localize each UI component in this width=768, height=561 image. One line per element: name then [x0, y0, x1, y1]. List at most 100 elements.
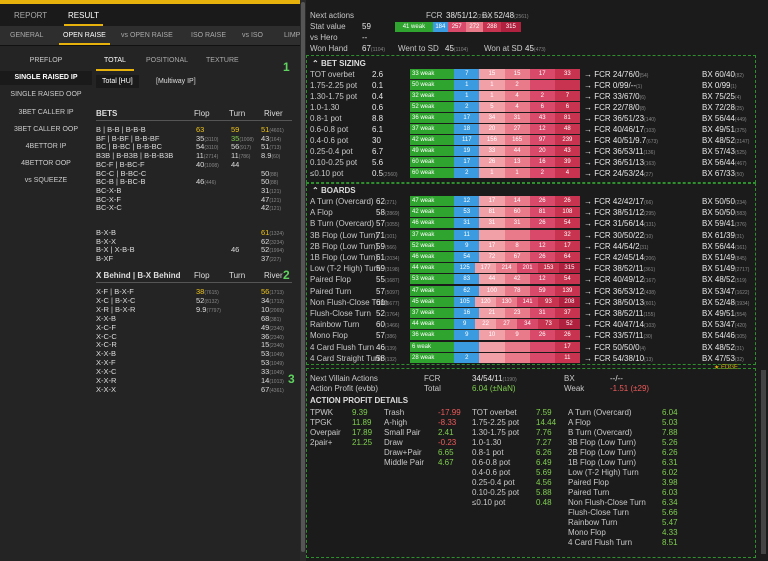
apd-value: 7.59 — [536, 408, 552, 417]
row-label: X-F | B-X-F — [96, 287, 134, 296]
subtab-total[interactable]: TOTAL — [104, 57, 126, 64]
bar-segment: 12 — [454, 196, 480, 206]
nav-4bettor-ip[interactable]: 4BETTOR IP — [25, 143, 67, 150]
fcr-cell: → FCR 38/51/12(295) — [584, 208, 656, 218]
nav-single-raised-oop[interactable]: SINGLE RAISED OOP — [10, 91, 82, 98]
villain-bx-value: --/-- — [610, 374, 623, 383]
river-value: 61(1324) — [261, 228, 284, 237]
bx-cell: BX 72/28(25) — [702, 103, 744, 112]
fcr-cell: → FCR 42/45/14(206) — [584, 253, 656, 262]
apd-label: 1B Flop (Low Turn) — [568, 458, 637, 467]
apd-value: 7.76 — [536, 428, 552, 437]
action-profit-label: Action Profit (evbb) — [310, 384, 379, 393]
villain-total-label: Total — [424, 384, 441, 393]
bar-segment: 105 — [454, 296, 476, 307]
apd-label: 1.0-1.30 — [472, 438, 502, 447]
bx-label: BX — [482, 11, 493, 20]
fcr-count: (103) — [644, 323, 656, 330]
apd-value: 5.66 — [662, 508, 678, 517]
subtab-positional[interactable]: POSITIONAL — [146, 57, 189, 64]
tab-general[interactable]: GENERAL — [10, 32, 44, 39]
nav-single-raised-ip[interactable]: SINGLE RAISED IP — [0, 71, 92, 85]
bets-header: BETS — [96, 109, 118, 118]
river-value: 34(1713) — [261, 295, 284, 305]
bx-cell: BX 48/52(31) — [702, 342, 744, 352]
villain-scrollbar[interactable] — [761, 370, 766, 554]
bar-segment: 7 — [554, 91, 580, 101]
tab-report[interactable]: REPORT — [14, 11, 48, 20]
turn-value: 59 — [231, 125, 240, 134]
hand-strength-bar: 50 weak 1 1 2 — [410, 80, 580, 90]
row-label: 0.8-1 pot — [310, 114, 342, 123]
bar-segment: 272 — [465, 22, 484, 32]
pill-multiway-ip[interactable]: [Multiway IP] — [156, 78, 196, 85]
bar-segment: 67 — [504, 252, 530, 262]
apd-value: 5.26 — [662, 438, 678, 447]
row-value-count: (5677) — [384, 300, 400, 307]
nav-3bet-caller-oop[interactable]: 3BET CALLER OOP — [13, 126, 79, 133]
bar-segment — [479, 341, 505, 352]
row-label: X-X-C — [96, 367, 117, 377]
row-value: 0.6 — [372, 103, 384, 112]
bar-segment: 4 — [504, 91, 530, 101]
nav-4bettor-oop[interactable]: 4BETTOR OOP — [21, 160, 71, 167]
flop-value-count: (2714) — [203, 154, 219, 161]
tab-open-raise[interactable]: OPEN RAISE — [59, 32, 110, 45]
row-label: 3B Flop (Low Turn) — [310, 230, 379, 240]
weak-segment: 50 weak — [410, 80, 455, 90]
bar-segment: 81 — [529, 207, 555, 218]
river-value-count: (1994) — [269, 248, 284, 255]
apd-label: 4 Card Flush Turn — [568, 538, 633, 547]
row-value-count: (5097) — [384, 289, 400, 296]
bar-segment — [529, 80, 555, 90]
pill-total-hu[interactable]: Total [HU] — [96, 75, 139, 88]
bx-cell: BX 57/43(525) — [702, 147, 747, 156]
fcr-cell: → FCR 40/49/12(167) — [584, 275, 656, 285]
hand-strength-bar: 60 weak 17 26 13 16 39 — [410, 157, 580, 167]
bet-sizing-title[interactable]: ⌃ BET SIZING — [312, 59, 366, 68]
tab-limp[interactable]: LIMP — [284, 32, 301, 39]
nav-vs-squeeze[interactable]: vs SQUEEZE — [24, 177, 68, 184]
fcr-count: (1) — [636, 84, 643, 90]
apd-value: 8.51 — [662, 538, 678, 547]
tab-vs-open-raise[interactable]: vs OPEN RAISE — [121, 32, 173, 39]
hand-strength-bar: 52 weak 9 17 8 12 17 — [410, 240, 580, 251]
bar-segment: 64 — [554, 252, 580, 262]
bar-segment: 165 — [504, 135, 530, 145]
row-label: BF | B-BF | B-B-BF — [96, 133, 160, 143]
nav-3bet-caller-ip[interactable]: 3BET CALLER IP — [18, 109, 74, 116]
weak-segment: 60 weak — [410, 168, 455, 178]
turn-value: 44 — [231, 159, 240, 169]
bx-count: (376) — [734, 222, 747, 229]
row-label: A Flop — [310, 208, 333, 218]
bar-segment: 53 — [454, 207, 480, 218]
tab-iso-raise[interactable]: ISO RAISE — [191, 32, 227, 39]
bar-segment: 59 — [529, 285, 555, 296]
bar-segment: 17 — [454, 157, 480, 167]
fcr-cell: → FCR 24/76/0(54) — [584, 70, 649, 79]
bx-count: (161) — [734, 244, 747, 251]
flop-value: 38(7615) — [196, 287, 219, 296]
bar-segment: 8 — [504, 240, 530, 251]
fcr-cell: → FCR 36/51/13(163) — [584, 158, 656, 167]
fcr-cell: → FCR 31/56/14(131) — [584, 219, 656, 229]
tab-vs-iso[interactable]: vs ISO — [242, 32, 264, 39]
river-value-count: (121) — [269, 188, 282, 195]
weak-segment: 46 weak — [410, 252, 455, 262]
apd-label: Trash — [384, 408, 405, 417]
boards-title[interactable]: ⌃ BOARDS — [312, 186, 356, 195]
river-value-count: (1324) — [269, 231, 284, 237]
apd-value: -17.99 — [438, 408, 461, 417]
nav-preflop[interactable]: PREFLOP — [29, 57, 63, 64]
bar-segment: 9 — [454, 240, 480, 251]
row-label: 1.0-1.30 — [310, 103, 340, 112]
subtab-texture[interactable]: TEXTURE — [206, 57, 239, 64]
bar-segment: 26 — [554, 196, 580, 206]
bx-count: (449) — [734, 117, 747, 123]
row-label: 1.30-1.75 pot — [310, 92, 358, 101]
tab-result[interactable]: RESULT — [64, 11, 103, 26]
scrollbar[interactable] — [300, 0, 306, 561]
won-hand-label: Won Hand — [310, 44, 348, 53]
fcr-count: (13) — [644, 356, 653, 363]
turn-value: 46 — [231, 245, 240, 255]
